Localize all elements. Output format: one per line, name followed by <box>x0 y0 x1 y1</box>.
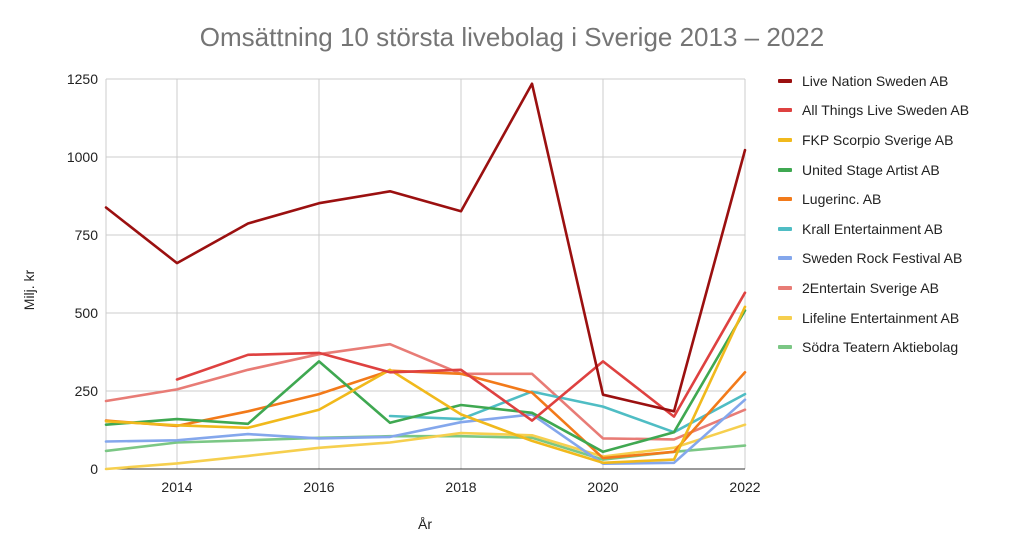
legend-item: Krall Entertainment AB <box>778 214 969 244</box>
legend-swatch <box>778 167 792 172</box>
series-line-2 <box>175 291 747 422</box>
legend-item: Södra Teatern Aktiebolag <box>778 332 969 362</box>
y-tick-label: 250 <box>75 383 99 399</box>
legend-swatch <box>778 108 792 113</box>
legend-item: United Stage Artist AB <box>778 155 969 185</box>
legend-label: Södra Teatern Aktiebolag <box>802 339 959 356</box>
legend-label: Krall Entertainment AB <box>802 220 943 237</box>
legend-swatch <box>778 78 792 83</box>
series-line-8 <box>104 342 747 441</box>
legend-label: Live Nation Sweden AB <box>802 72 949 89</box>
legend-item: Live Nation Sweden AB <box>778 66 969 96</box>
legend-swatch <box>778 345 792 350</box>
legend-swatch <box>778 226 792 231</box>
legend: Live Nation Sweden AB All Things Live Swe… <box>778 66 969 362</box>
series-line-1 <box>104 82 747 413</box>
x-tick-label: 2016 <box>303 479 334 495</box>
legend-label: 2Entertain Sverige AB <box>802 279 939 296</box>
legend-label: Sweden Rock Festival AB <box>802 250 963 267</box>
x-tick-label: 2014 <box>161 479 192 495</box>
legend-swatch <box>778 137 792 142</box>
legend-item: 2Entertain Sverige AB <box>778 273 969 303</box>
legend-swatch <box>778 256 792 261</box>
legend-item: Sweden Rock Festival AB <box>778 244 969 274</box>
legend-label: All Things Live Sweden AB <box>802 102 970 119</box>
series-line-7 <box>104 398 747 465</box>
x-tick-label: 2022 <box>729 479 760 495</box>
legend-swatch <box>778 197 792 202</box>
x-tick-label: 2020 <box>587 479 618 495</box>
y-tick-label: 1000 <box>67 149 98 165</box>
y-axis-title: Milj. kr <box>21 269 37 310</box>
gridlines <box>105 78 746 470</box>
chart-title: Omsättning 10 största livebolag i Sverig… <box>199 22 825 52</box>
legend-item: Lugerinc. AB <box>778 184 969 214</box>
series-line-6 <box>388 390 747 434</box>
legend-item: FKP Scorpio Sverige AB <box>778 125 969 155</box>
series-line-4 <box>104 309 747 454</box>
legend-label: FKP Scorpio Sverige AB <box>802 131 954 148</box>
y-tick-label: 1250 <box>67 71 98 87</box>
x-tick-label: 2018 <box>445 479 476 495</box>
legend-label: Lugerinc. AB <box>802 191 882 208</box>
series-line-3 <box>104 305 747 465</box>
legend-label: Lifeline Entertainment AB <box>802 309 960 326</box>
series-lines <box>104 82 747 471</box>
y-tick-label: 750 <box>75 227 99 243</box>
axes: 0 250 500 750 1000 1250 2014 2016 2018 2020 2022 <box>67 71 761 495</box>
legend-swatch <box>778 315 792 320</box>
y-tick-label: 500 <box>75 305 99 321</box>
legend-item: Lifeline Entertainment AB <box>778 303 969 333</box>
legend-label: United Stage Artist AB <box>802 161 940 178</box>
series-line-9 <box>104 423 747 471</box>
x-axis-title: År <box>418 516 432 532</box>
legend-swatch <box>778 285 792 290</box>
legend-item: All Things Live Sweden AB <box>778 96 969 126</box>
y-tick-label: 0 <box>90 461 98 477</box>
